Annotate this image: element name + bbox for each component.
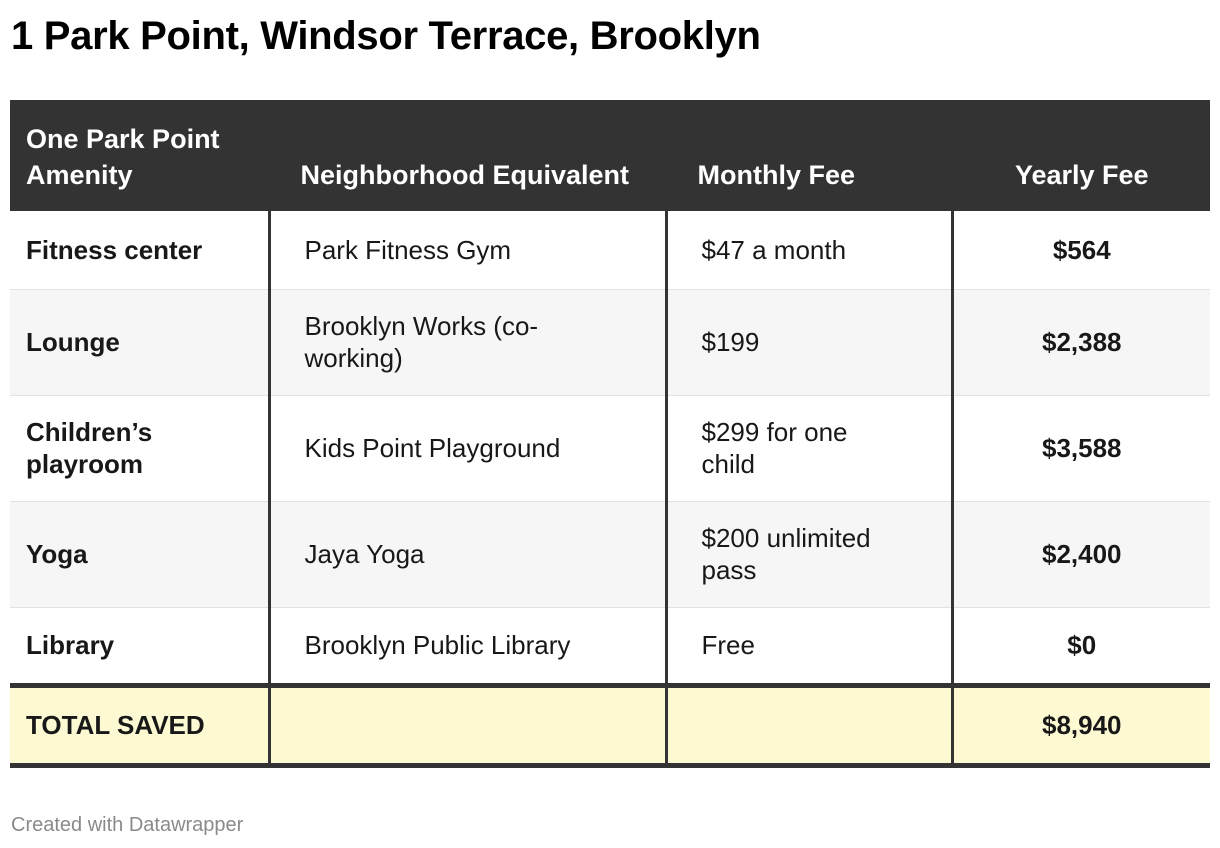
- equivalent-cell: Jaya Yoga: [269, 501, 668, 608]
- total-label-cell: TOTAL SAVED: [10, 682, 271, 768]
- column-header-equivalent[interactable]: Neighborhood Equivalent: [269, 100, 668, 211]
- table-row: Fitness center Park Fitness Gym $47 a mo…: [10, 211, 1210, 290]
- page-title: 1 Park Point, Windsor Terrace, Brooklyn: [11, 14, 761, 58]
- equivalent-cell: Kids Point Playground: [269, 395, 668, 502]
- yearly-fee-cell: $564: [952, 211, 1210, 290]
- yearly-fee-cell: $2,388: [952, 289, 1210, 396]
- table-row: Library Brooklyn Public Library Free $0: [10, 607, 1210, 685]
- datawrapper-credit: Created with Datawrapper: [11, 814, 244, 836]
- table-row: Children’s playroom Kids Point Playgroun…: [10, 395, 1210, 502]
- amenity-cell: Library: [10, 607, 271, 685]
- total-row: TOTAL SAVED $8,940: [10, 682, 1210, 768]
- yearly-fee-cell: $2,400: [952, 501, 1210, 608]
- table-row: Lounge Brooklyn Works (co-working) $199 …: [10, 289, 1210, 396]
- monthly-fee-cell: $47 a month: [666, 211, 954, 290]
- equivalent-cell: Brooklyn Works (co-working): [269, 289, 668, 396]
- table-row: Yoga Jaya Yoga $200 unlimited pass $2,40…: [10, 501, 1210, 608]
- table-header: One Park Point Amenity Neighborhood Equi…: [10, 100, 1210, 211]
- amenity-cell: Lounge: [10, 289, 271, 396]
- table-body: Fitness center Park Fitness Gym $47 a mo…: [10, 211, 1210, 685]
- amenity-cell: Children’s playroom: [10, 395, 271, 502]
- total-monthly-cell: [666, 682, 954, 768]
- equivalent-cell: Park Fitness Gym: [269, 211, 668, 290]
- column-header-yearly-fee[interactable]: Yearly Fee: [952, 100, 1210, 211]
- yearly-fee-cell: $0: [952, 607, 1210, 685]
- total-yearly-fee-cell: $8,940: [952, 682, 1210, 768]
- monthly-fee-cell: $200 unlimited pass: [666, 501, 954, 608]
- monthly-fee-cell: $299 for one child: [666, 395, 954, 502]
- yearly-fee-cell: $3,588: [952, 395, 1210, 502]
- amenity-cell: Fitness center: [10, 211, 271, 290]
- header-row: One Park Point Amenity Neighborhood Equi…: [10, 100, 1210, 211]
- table-footer: TOTAL SAVED $8,940: [10, 682, 1210, 768]
- total-equivalent-cell: [269, 682, 668, 768]
- column-header-amenity[interactable]: One Park Point Amenity: [10, 100, 271, 211]
- amenity-cell: Yoga: [10, 501, 271, 608]
- column-header-monthly-fee[interactable]: Monthly Fee: [666, 100, 954, 211]
- amenity-table: One Park Point Amenity Neighborhood Equi…: [10, 100, 1210, 768]
- monthly-fee-cell: Free: [666, 607, 954, 685]
- monthly-fee-cell: $199: [666, 289, 954, 396]
- equivalent-cell: Brooklyn Public Library: [269, 607, 668, 685]
